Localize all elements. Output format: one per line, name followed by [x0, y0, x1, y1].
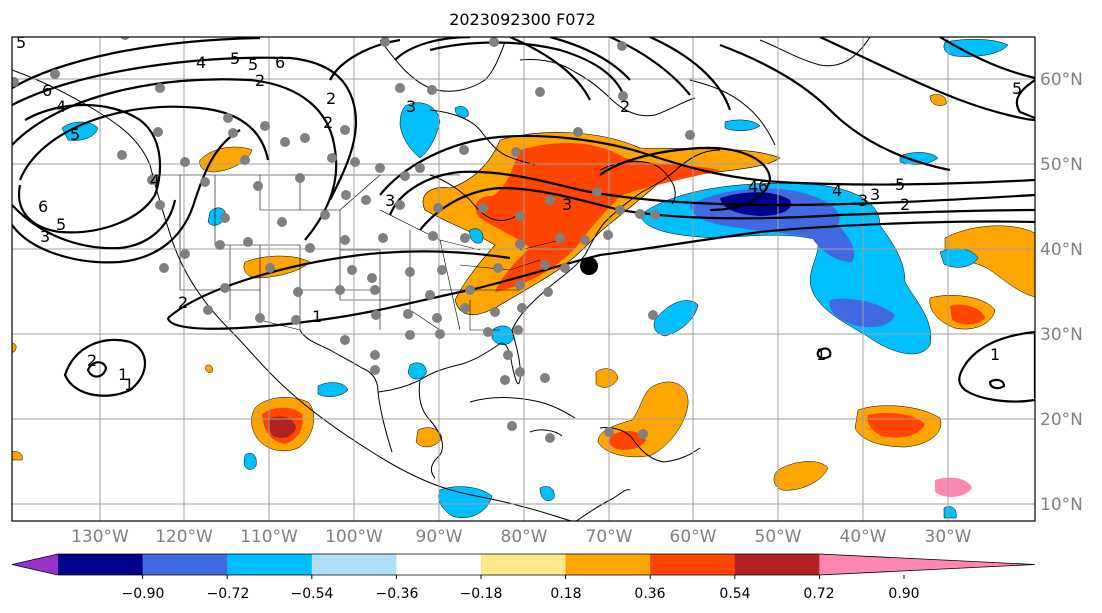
contour-label: 1 — [124, 375, 134, 394]
contour-label: 5 — [70, 125, 80, 144]
lon-label: 40°W — [840, 527, 887, 547]
contour-label: 2 — [255, 71, 265, 90]
lon-label: 60°W — [670, 527, 717, 547]
contour-label: 2 — [326, 89, 336, 108]
map-frame — [11, 36, 1036, 522]
contour-label: 5 — [895, 175, 905, 194]
station-dots — [12, 37, 695, 443]
colorbar-segment — [311, 554, 397, 575]
contour-label: 4 — [196, 53, 206, 72]
contour-label: 3 — [40, 227, 50, 246]
contour-label: 4 — [56, 97, 66, 116]
contour-label: 5 — [1012, 79, 1022, 98]
colorbar-tick-label: −0.54 — [291, 586, 334, 602]
contour-label: 3 — [406, 97, 416, 116]
contour-label: 1 — [118, 365, 128, 384]
colorbar-extend-max — [819, 554, 1035, 575]
height-contours — [12, 37, 1035, 403]
colorbar-segment — [396, 554, 482, 575]
lon-label: 50°W — [755, 527, 802, 547]
lon-label: 30°W — [925, 527, 972, 547]
colorbar-tick-label: 0.36 — [634, 586, 665, 602]
contour-label: 2 — [87, 351, 97, 370]
colorbar-segment — [58, 554, 144, 575]
colorbar-tick-label: −0.90 — [122, 586, 165, 602]
contour-label: 2 — [620, 97, 630, 116]
lon-label: 110°W — [240, 527, 298, 547]
contour-label: 3 — [870, 185, 880, 204]
contour-label: 5 — [16, 33, 26, 52]
lon-label: 130°W — [71, 527, 129, 547]
lon-label: 80°W — [501, 527, 548, 547]
lon-label: 100°W — [325, 527, 383, 547]
contour-label: 3 — [858, 191, 868, 210]
contour-label: 2 — [323, 113, 333, 132]
colorbar-tick-labels: −0.90 −0.72 −0.54 −0.36 −0.18 0.18 0.36 … — [122, 586, 920, 602]
contour-label: 6 — [42, 81, 52, 100]
contour-label: 1 — [312, 307, 322, 326]
lat-label: 30°N — [1040, 325, 1083, 345]
colorbar-segment — [227, 554, 313, 575]
colorbar-tick-label: −0.18 — [460, 586, 503, 602]
chart-title: 2023092300 F072 — [449, 10, 596, 29]
colorbar-segment — [142, 554, 228, 575]
colorbar-outline — [11, 553, 1036, 576]
colorbar-tick-label: 0.54 — [719, 586, 750, 602]
contour-label: 5 — [230, 49, 240, 68]
contour-label: 4 — [150, 171, 160, 190]
colorbar-tick-label: −0.36 — [376, 586, 419, 602]
storm-center-dot — [580, 257, 598, 275]
contour-label: 4 — [748, 177, 758, 196]
contour-label-group: 5 4 5 6 2 5 4 6 5 3 2 3 1 2 1 4 3 4 3 2 … — [16, 33, 1022, 394]
colorbar-tick-label: 0.90 — [888, 586, 919, 602]
contour-label: 5 — [56, 215, 66, 234]
colorbar-segment — [734, 554, 820, 575]
contour-label: 5 — [248, 55, 258, 74]
lat-label: 10°N — [1040, 495, 1083, 515]
lon-label: 120°W — [155, 527, 213, 547]
colorbar-segment — [565, 554, 651, 575]
colorbar-tick-label: 0.72 — [803, 586, 834, 602]
lon-label: 90°W — [416, 527, 463, 547]
colorbar — [11, 553, 1036, 579]
colorbar-segment — [650, 554, 736, 575]
contour-label: 6 — [275, 53, 285, 72]
contour-label: 6 — [38, 197, 48, 216]
colorbar-tick-label: −0.72 — [207, 586, 250, 602]
contour-label: 4 — [832, 181, 842, 200]
contour-label: 6 — [758, 177, 768, 196]
contour-label: 3 — [562, 195, 572, 214]
contour-label: 3 — [385, 191, 395, 210]
lat-label: 60°N — [1040, 70, 1083, 90]
lon-label: 70°W — [586, 527, 633, 547]
colorbar-segment — [481, 554, 567, 575]
longitude-labels: 130°W 120°W 110°W 100°W 90°W 80°W 70°W 6… — [71, 527, 972, 547]
colorbar-tick-label: 0.18 — [550, 586, 581, 602]
lat-label: 50°N — [1040, 155, 1083, 175]
contour-label: 2 — [900, 195, 910, 214]
latitude-labels: 60°N 50°N 40°N 30°N 20°N 10°N — [1040, 70, 1083, 515]
lat-label: 20°N — [1040, 410, 1083, 430]
contour-label: 1 — [816, 345, 826, 364]
lat-label: 40°N — [1040, 240, 1083, 260]
colorbar-extend-min — [12, 554, 58, 575]
contour-label: 2 — [178, 293, 188, 312]
contour-label: 1 — [990, 345, 1000, 364]
coastlines — [12, 37, 871, 521]
